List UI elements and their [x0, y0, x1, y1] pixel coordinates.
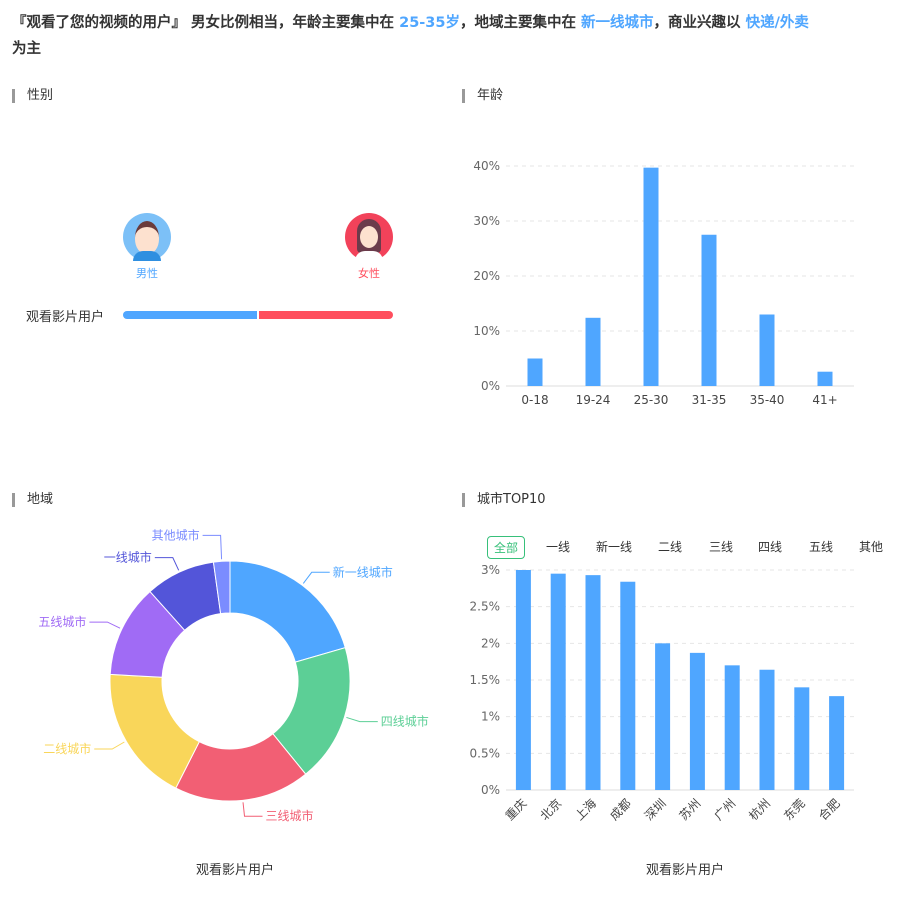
region-label-line [202, 534, 223, 560]
city-ytick-label: 2.5% [470, 600, 501, 614]
age-xtick-label: 25-30 [634, 393, 669, 407]
highlight-age: 25-35岁 [399, 15, 460, 31]
female-share-bar [259, 311, 393, 319]
gender-ratio-bar [123, 311, 393, 319]
city-tab-4[interactable]: 三线 [709, 540, 734, 554]
city-tab-6[interactable]: 五线 [809, 540, 834, 554]
city-ytick-label: 3% [481, 563, 500, 577]
city-xtick-label: 成都 [607, 796, 634, 823]
city-xtick-label: 杭州 [746, 796, 774, 824]
male-share-bar [123, 311, 257, 319]
city-tab-2[interactable]: 新一线 [596, 540, 633, 554]
region-slice-label: 新一线城市 [333, 564, 393, 579]
city-bar [689, 652, 705, 790]
male-avatar-icon [123, 213, 171, 261]
city-ytick-label: 0% [481, 783, 500, 797]
region-caption: 观看影片用户 [196, 863, 275, 878]
city-ytick-label: 2% [481, 636, 500, 650]
city-xtick-label: 深圳 [642, 796, 669, 823]
summary-text: 『观看了您的视频的用户』 男女比例相当，年龄主要集中在 25-35岁，地域主要集… [12, 10, 912, 62]
region-title: 地域 [12, 493, 53, 507]
city-bar [724, 665, 740, 790]
city-tab-1[interactable]: 一线 [546, 540, 571, 554]
city-bar [515, 570, 531, 790]
city-bar [550, 573, 566, 790]
city-xtick-label: 重庆 [503, 796, 530, 823]
gender-title: 性别 [12, 89, 53, 103]
city-tab-3[interactable]: 二线 [658, 540, 683, 554]
summary-part: ，商业兴趣以 [653, 15, 746, 31]
city-ytick-label: 1.5% [470, 673, 501, 687]
summary-part: ，地域主要集中在 [459, 15, 582, 31]
age-title: 年龄 [462, 89, 503, 103]
female-avatar-icon [345, 213, 393, 261]
city-caption: 观看影片用户 [646, 863, 725, 878]
age-bar [527, 358, 543, 386]
age-ytick-label: 20% [473, 269, 500, 283]
city-bar [585, 575, 601, 790]
male-label: 男性 [136, 267, 158, 280]
highlight-interest: 快递/外卖 [745, 15, 809, 31]
summary-part: 为主 [12, 41, 41, 57]
region-slice-label: 五线城市 [38, 614, 86, 629]
region-slice-label: 一线城市 [104, 550, 152, 565]
highlight-region: 新一线城市 [581, 15, 654, 31]
age-xtick-label: 41+ [812, 393, 837, 407]
region-label-line [94, 741, 125, 750]
region-label-line [242, 802, 263, 817]
city-bar [620, 581, 636, 790]
age-xtick-label: 31-35 [692, 393, 727, 407]
city-xtick-label: 广州 [711, 796, 738, 823]
age-ytick-label: 10% [473, 324, 500, 338]
region-slice-label: 二线城市 [43, 741, 91, 756]
region-slice-label: 三线城市 [266, 808, 314, 823]
city-xtick-label: 东莞 [781, 796, 808, 823]
age-bar [701, 234, 717, 386]
city-title: 城市TOP10 [462, 493, 546, 507]
gender-row-label: 观看影片用户 [26, 310, 105, 325]
age-xtick-label: 0-18 [521, 393, 548, 407]
region-label-line [346, 716, 378, 723]
city-bar [759, 669, 775, 790]
age-xtick-label: 35-40 [750, 393, 785, 407]
age-ytick-label: 40% [473, 159, 500, 173]
city-tab-0[interactable]: 全部 [487, 536, 526, 559]
city-tab-7[interactable]: 其他 [859, 540, 884, 554]
city-bar [829, 696, 845, 790]
age-ytick-label: 30% [473, 214, 500, 228]
city-xtick-label: 上海 [572, 796, 600, 824]
age-bar [643, 167, 659, 386]
age-bar [585, 317, 601, 386]
age-bar [817, 371, 833, 386]
city-xtick-label: 北京 [537, 796, 564, 823]
region-label-line [154, 557, 180, 571]
city-xtick-label: 苏州 [677, 796, 704, 823]
region-label-line [302, 571, 330, 584]
city-bar [794, 687, 810, 790]
region-slice-label: 其他城市 [152, 527, 200, 542]
summary-part: 『观看了您的视频的用户』 男女比例相当，年龄主要集中在 [12, 15, 400, 31]
city-bar [655, 643, 671, 790]
age-ytick-label: 0% [481, 379, 500, 393]
region-slice-label: 四线城市 [381, 714, 429, 729]
city-ytick-label: 0.5% [470, 746, 501, 760]
region-slice [212, 560, 231, 615]
region-label-line [89, 621, 121, 629]
city-ytick-label: 1% [481, 710, 500, 724]
age-xtick-label: 19-24 [576, 393, 611, 407]
female-label: 女性 [358, 267, 380, 280]
city-tab-5[interactable]: 四线 [758, 540, 783, 554]
age-bar [759, 314, 775, 386]
city-xtick-label: 合肥 [815, 796, 843, 824]
region-slice [229, 560, 346, 663]
